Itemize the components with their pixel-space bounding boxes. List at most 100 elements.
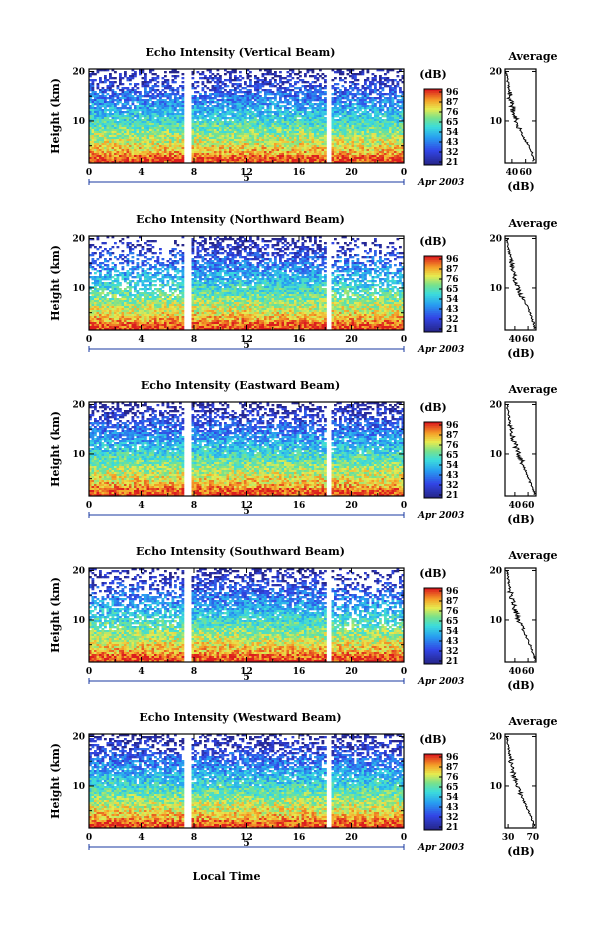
- average-title: Average: [507, 715, 557, 728]
- date-day-label: 5: [243, 341, 249, 351]
- avg-y-tick-label: 10: [489, 284, 502, 294]
- x-tick-label: 20: [345, 168, 358, 178]
- heatmap-2: [89, 402, 404, 496]
- date-day-label: 5: [243, 174, 249, 184]
- avg-y-tick-label: 20: [489, 67, 502, 77]
- colorbar-tick-label: 32: [446, 315, 459, 325]
- avg-x-tick-label: 40: [506, 168, 519, 178]
- avg-y-tick-label: 20: [489, 234, 502, 244]
- y-tick-label: 20: [72, 67, 85, 77]
- x-tick-label: 4: [138, 667, 144, 677]
- colorbar-tick-label: 54: [446, 627, 459, 637]
- avg-x-tick-label: 40: [509, 335, 522, 345]
- colorbar-tick-label: 54: [446, 461, 459, 471]
- colorbar-tick-label: 76: [446, 441, 459, 451]
- y-tick-label: 10: [72, 284, 85, 294]
- colorbar-tick-label: 21: [446, 158, 459, 168]
- y-tick-label: 10: [72, 117, 85, 127]
- avg-x-tick-label: 40: [509, 501, 522, 511]
- colorbar-tick-label: 87: [446, 763, 459, 773]
- colorbar-tick-label: 54: [446, 793, 459, 803]
- x-tick-label: 20: [345, 335, 358, 345]
- colorbar-tick-label: 65: [446, 451, 459, 461]
- colorbar-tick-label: 21: [446, 657, 459, 667]
- y-tick-label: 10: [72, 782, 85, 792]
- avg-x-tick-label: 70: [527, 833, 540, 843]
- colorbar-tick-label: 96: [446, 753, 459, 763]
- x-tick-label: 8: [191, 833, 197, 843]
- colorbar-tick-label: 43: [446, 803, 459, 813]
- heatmap-0: [89, 69, 404, 163]
- y-tick-label: 20: [72, 400, 85, 410]
- average-title: Average: [507, 549, 557, 562]
- x-axis-label: Local Time: [193, 870, 261, 883]
- x-tick-label: 0: [401, 667, 407, 677]
- colorbar-tick-label: 96: [446, 255, 459, 265]
- date-day-label: 5: [243, 507, 249, 517]
- y-axis-label: Height (km): [49, 411, 62, 487]
- x-tick-label: 4: [138, 335, 144, 345]
- y-tick-label: 20: [72, 566, 85, 576]
- date-label: Apr 2003: [417, 178, 464, 188]
- x-tick-label: 0: [401, 501, 407, 511]
- avg-y-tick-label: 10: [489, 117, 502, 127]
- panel-title: Echo Intensity (Vertical Beam): [145, 46, 335, 59]
- x-tick-label: 16: [293, 335, 306, 345]
- x-tick-label: 16: [293, 833, 306, 843]
- colorbar-tick-label: 32: [446, 481, 459, 491]
- date-label: Apr 2003: [417, 511, 464, 521]
- avg-x-tick-label: 60: [522, 501, 535, 511]
- average-xlabel: (dB): [507, 845, 534, 858]
- x-tick-label: 20: [345, 667, 358, 677]
- average-xlabel: (dB): [507, 180, 534, 193]
- y-axis-label: Height (km): [49, 78, 62, 154]
- colorbar-tick-label: 32: [446, 647, 459, 657]
- colorbar-unit: (dB): [419, 401, 446, 414]
- avg-x-tick-label: 40: [509, 667, 522, 677]
- colorbar-tick-label: 96: [446, 587, 459, 597]
- x-tick-label: 8: [191, 667, 197, 677]
- avg-x-tick-label: 60: [519, 168, 532, 178]
- colorbar-tick-label: 21: [446, 325, 459, 335]
- x-tick-label: 0: [401, 335, 407, 345]
- colorbar-tick-label: 96: [446, 88, 459, 98]
- x-tick-label: 0: [401, 833, 407, 843]
- x-tick-label: 8: [191, 168, 197, 178]
- date-day-label: 5: [243, 839, 249, 849]
- x-tick-label: 4: [138, 501, 144, 511]
- x-tick-label: 0: [401, 168, 407, 178]
- average-xlabel: (dB): [507, 347, 534, 360]
- colorbar-tick-label: 87: [446, 98, 459, 108]
- date-label: Apr 2003: [417, 843, 464, 853]
- panel-title: Echo Intensity (Southward Beam): [136, 545, 345, 558]
- y-axis-label: Height (km): [49, 577, 62, 653]
- panel-title: Echo Intensity (Westward Beam): [139, 711, 341, 724]
- x-tick-label: 16: [293, 168, 306, 178]
- x-tick-label: 0: [86, 168, 92, 178]
- colorbar-tick-label: 65: [446, 617, 459, 627]
- colorbar-tick-label: 32: [446, 813, 459, 823]
- avg-y-tick-label: 10: [489, 450, 502, 460]
- avg-y-tick-label: 10: [489, 616, 502, 626]
- average-frame: [505, 69, 536, 163]
- colorbar-tick-label: 21: [446, 491, 459, 501]
- x-tick-label: 0: [86, 501, 92, 511]
- colorbar-unit: (dB): [419, 68, 446, 81]
- colorbar-tick-label: 87: [446, 265, 459, 275]
- y-tick-label: 20: [72, 732, 85, 742]
- x-tick-label: 20: [345, 833, 358, 843]
- x-tick-label: 16: [293, 667, 306, 677]
- colorbar-unit: (dB): [419, 235, 446, 248]
- avg-x-tick-label: 60: [522, 667, 535, 677]
- avg-y-tick-label: 20: [489, 400, 502, 410]
- colorbar-tick-label: 65: [446, 285, 459, 295]
- colorbar-unit: (dB): [419, 567, 446, 580]
- colorbar-tick-label: 54: [446, 128, 459, 138]
- heatmap-1: [89, 236, 404, 330]
- colorbar-tick-label: 87: [446, 431, 459, 441]
- colorbar-tick-label: 43: [446, 138, 459, 148]
- colorbar-tick-label: 21: [446, 823, 459, 833]
- x-tick-label: 0: [86, 833, 92, 843]
- average-title: Average: [507, 383, 557, 396]
